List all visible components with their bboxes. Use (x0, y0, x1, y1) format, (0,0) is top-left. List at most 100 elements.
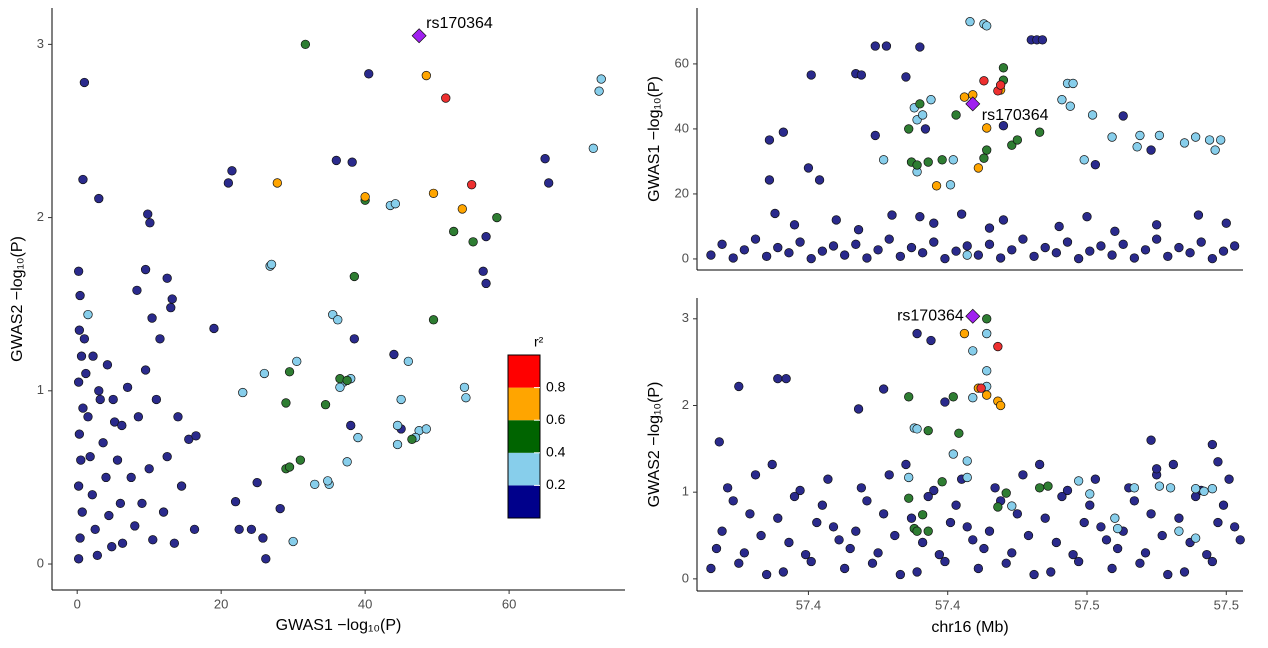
point (421, 70, 431, 81)
point (923, 491, 933, 502)
point (144, 464, 154, 474)
point (457, 204, 467, 214)
point (261, 554, 271, 564)
point (773, 373, 783, 384)
point (209, 323, 219, 334)
point (162, 451, 172, 462)
point (1163, 251, 1173, 261)
point (259, 368, 270, 379)
point (1079, 155, 1089, 165)
point (396, 394, 406, 405)
point (982, 123, 992, 133)
point (1073, 476, 1084, 486)
point (931, 181, 942, 191)
point (940, 556, 950, 567)
point (867, 558, 878, 568)
point (806, 70, 816, 80)
point (1090, 474, 1101, 484)
point (87, 490, 97, 500)
point (1034, 483, 1045, 493)
y-tick-label: 0 (37, 555, 44, 570)
point (95, 394, 105, 405)
point (1190, 484, 1201, 494)
point (706, 563, 716, 574)
point (176, 481, 187, 491)
point (1151, 464, 1162, 474)
point (544, 178, 554, 188)
point (246, 524, 257, 535)
y-tick-label: 1 (37, 382, 44, 397)
point (147, 313, 157, 323)
point (714, 437, 724, 447)
point (745, 509, 755, 519)
point (739, 548, 750, 558)
point (389, 349, 399, 360)
point (112, 455, 123, 465)
point (962, 472, 972, 483)
point (173, 412, 183, 422)
point (890, 530, 900, 541)
point (1096, 241, 1106, 251)
point (968, 535, 978, 545)
point (81, 368, 91, 379)
point (331, 155, 341, 166)
point (284, 462, 295, 472)
point (959, 92, 970, 102)
point (973, 250, 984, 260)
point (117, 420, 127, 431)
point (912, 328, 922, 339)
point (1107, 250, 1117, 260)
point (929, 218, 939, 228)
point (140, 264, 151, 275)
point (169, 538, 180, 548)
point (73, 481, 84, 491)
point (421, 424, 431, 434)
point (973, 563, 984, 574)
legend-title: r² (534, 334, 544, 350)
point (764, 175, 775, 185)
point (1235, 535, 1245, 545)
point (78, 174, 88, 185)
point (901, 72, 911, 82)
point (895, 569, 906, 580)
point (1118, 111, 1128, 121)
point (90, 524, 100, 535)
colorbar-block (508, 485, 540, 518)
point (392, 420, 403, 431)
point (979, 153, 989, 163)
point (1090, 160, 1101, 170)
point (74, 325, 85, 335)
point (962, 456, 972, 466)
point (937, 477, 947, 487)
colorbar-label: 0.4 (546, 444, 566, 460)
point (78, 403, 88, 413)
y-axis-title: GWAS2 −log₁₀(P) (646, 382, 663, 508)
point (102, 360, 113, 370)
point (1140, 245, 1151, 255)
point (108, 394, 118, 405)
point (295, 455, 305, 465)
point (1224, 474, 1234, 484)
point (1207, 439, 1218, 450)
point (300, 39, 311, 50)
point (873, 548, 883, 558)
point (83, 412, 93, 422)
point (767, 459, 777, 470)
point (851, 526, 861, 536)
point (1179, 567, 1190, 577)
colorbar-block (508, 420, 540, 453)
point (1204, 135, 1215, 145)
point (984, 526, 995, 536)
point (778, 127, 789, 137)
point (945, 180, 956, 190)
point (1146, 509, 1156, 519)
x-tick-label: 0 (74, 596, 81, 611)
snp-label: rs170364 (426, 15, 493, 32)
point (998, 63, 1009, 73)
point (428, 315, 439, 325)
y-tick-label: 3 (37, 36, 44, 51)
point (1037, 35, 1048, 45)
point (789, 220, 800, 230)
point (281, 398, 291, 408)
point (349, 271, 359, 282)
